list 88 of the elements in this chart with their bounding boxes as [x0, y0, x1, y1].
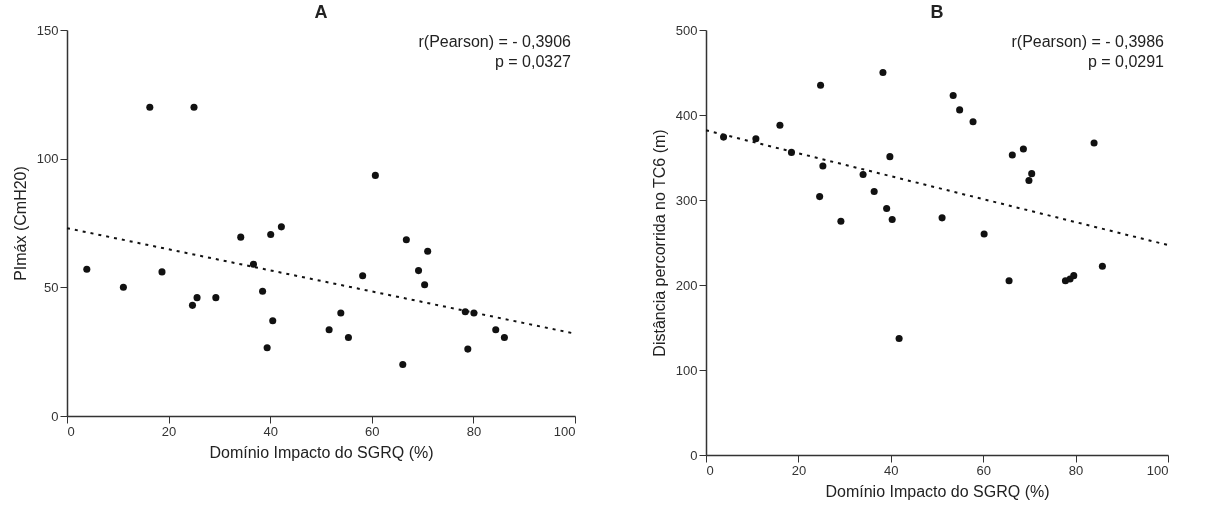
x-tick-label: 0 — [67, 423, 75, 439]
point — [402, 236, 410, 244]
point — [492, 326, 500, 334]
y-tick-label: 400 — [675, 107, 698, 123]
point — [237, 233, 245, 241]
point — [146, 103, 154, 111]
point — [269, 317, 277, 325]
x-tick-label: 40 — [263, 423, 278, 439]
point — [190, 103, 198, 111]
x-tick-label: 100 — [553, 423, 576, 439]
annotation: r(Pearson) = - 0,3906 — [418, 33, 572, 50]
point — [421, 281, 429, 289]
point — [859, 170, 867, 179]
point — [938, 214, 946, 222]
x-axis-title: Domínio Impacto do SGRQ (%) — [209, 443, 434, 461]
x-axis-title: Domínio Impacto do SGRQ (%) — [825, 482, 1050, 500]
y-tick-label: 150 — [36, 22, 59, 38]
x-tick-label: 40 — [884, 462, 899, 478]
point — [1028, 170, 1036, 178]
y-tick-label: 100 — [36, 151, 59, 167]
x-tick-label: 60 — [976, 462, 991, 478]
point — [956, 106, 964, 114]
point — [886, 153, 894, 161]
point — [1090, 139, 1098, 147]
annotation: p = 0,0291 — [1087, 53, 1165, 70]
point — [188, 301, 197, 309]
point — [888, 216, 896, 224]
point — [980, 230, 988, 238]
point — [1025, 176, 1033, 184]
point — [819, 162, 827, 170]
annotation: r(Pearson) = - 0,3986 — [1011, 33, 1165, 50]
x-tick-label: 80 — [1068, 462, 1084, 478]
point — [344, 333, 352, 342]
point — [359, 272, 367, 280]
point — [883, 204, 891, 213]
point — [787, 148, 796, 156]
point — [1019, 145, 1027, 153]
point — [816, 193, 824, 201]
point — [259, 287, 267, 295]
point — [1070, 272, 1078, 280]
point — [212, 294, 220, 302]
point — [158, 268, 166, 276]
chart-title: A — [314, 2, 328, 22]
y-tick-label: 50 — [44, 279, 59, 295]
point — [1005, 277, 1013, 285]
chart-title: B — [930, 2, 944, 22]
y-tick-label: 200 — [675, 277, 698, 293]
point — [371, 171, 379, 179]
point — [399, 361, 407, 369]
point — [776, 121, 784, 129]
x-tick-label: 20 — [161, 423, 177, 439]
point — [263, 344, 271, 352]
x-tick-label: 80 — [466, 423, 482, 439]
point — [500, 333, 508, 342]
point — [277, 223, 285, 231]
x-tick-label: 0 — [706, 462, 714, 478]
y-tick-label: 0 — [51, 408, 59, 424]
point — [119, 283, 127, 291]
point — [424, 247, 432, 255]
point — [415, 267, 423, 275]
point — [83, 265, 91, 273]
point — [949, 91, 957, 99]
point — [337, 309, 345, 317]
y-tick-label: 0 — [690, 447, 698, 463]
y-tick-label: 100 — [675, 362, 698, 378]
y-axis-title: Distância percorrida no TC6 (m) — [650, 129, 668, 357]
point — [193, 294, 201, 302]
point — [870, 187, 878, 196]
point — [895, 335, 903, 343]
x-tick-label: 60 — [365, 423, 380, 439]
point — [969, 118, 977, 126]
point — [817, 81, 825, 89]
point — [464, 345, 472, 353]
y-tick-label: 300 — [675, 192, 698, 208]
point — [1008, 151, 1016, 159]
point — [249, 260, 257, 268]
x-tick-label: 100 — [1146, 462, 1169, 478]
point — [1098, 262, 1106, 270]
point — [461, 308, 469, 316]
y-axis-title: PImáx (CmH20) — [11, 166, 29, 281]
y-tick-label: 500 — [675, 22, 698, 38]
point — [837, 217, 845, 225]
x-tick-label: 20 — [791, 462, 807, 478]
point — [879, 68, 887, 77]
point — [325, 326, 333, 334]
annotation: p = 0,0327 — [494, 53, 572, 70]
point — [752, 135, 760, 143]
point — [267, 231, 275, 239]
